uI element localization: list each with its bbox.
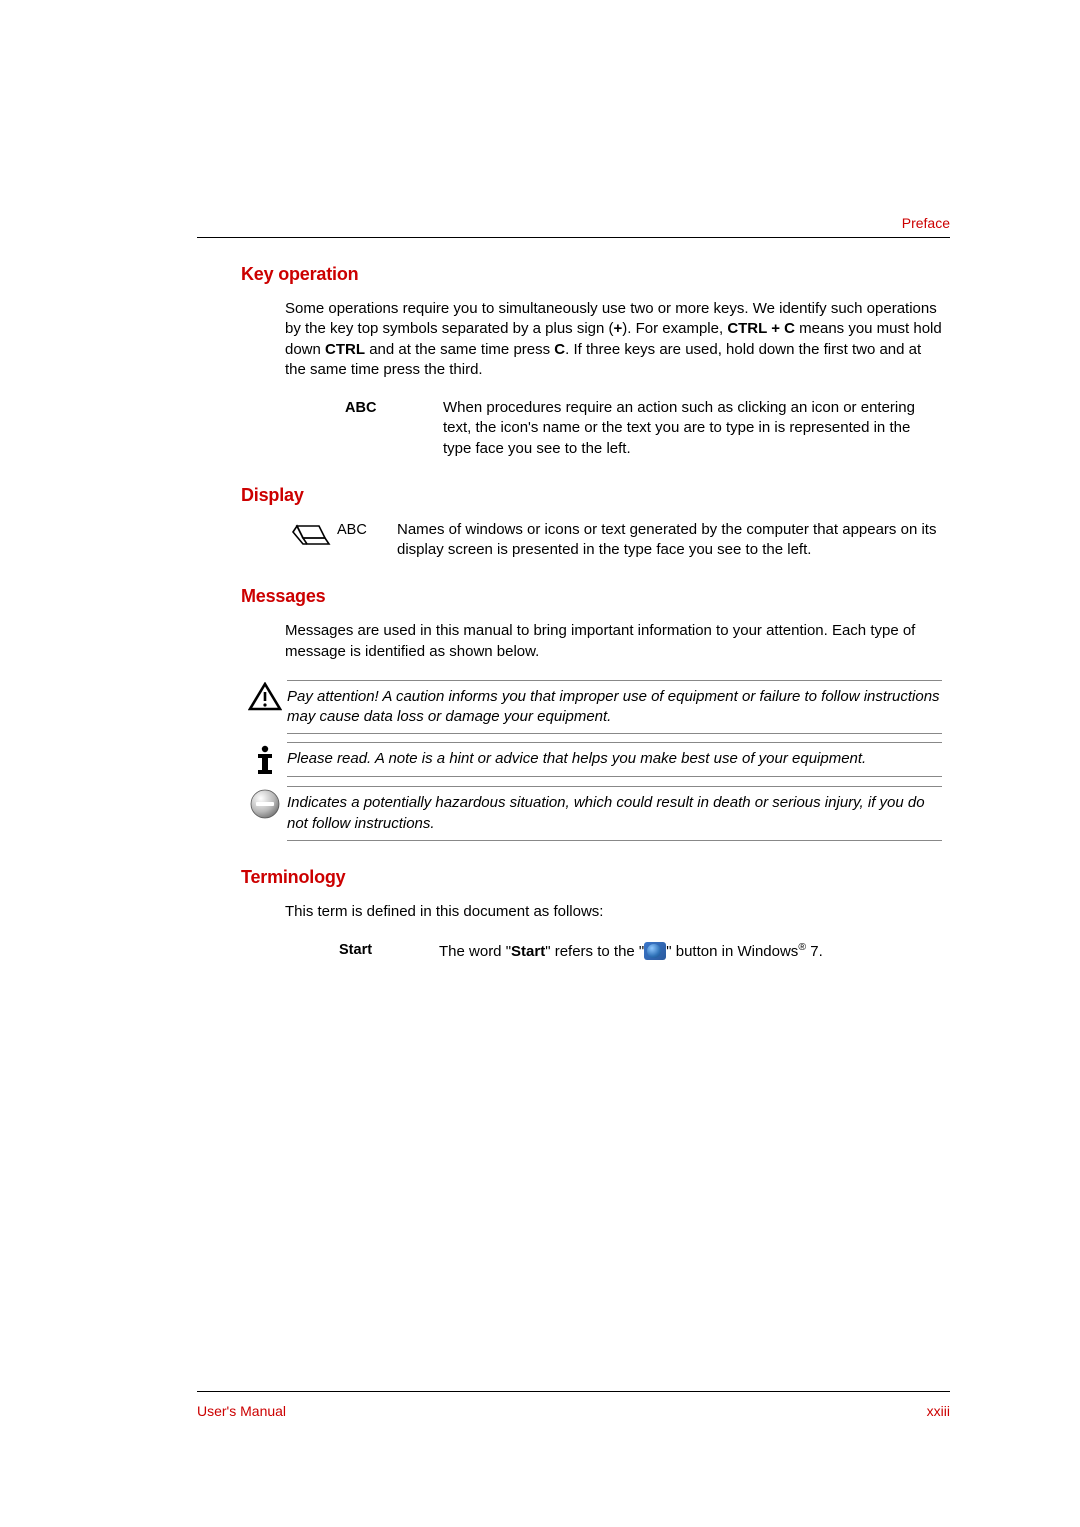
page-footer: User's Manual xxiii <box>197 1393 950 1419</box>
abc-bold-label: ABC <box>345 398 443 416</box>
message-note: Please read. A note is a hint or advice … <box>243 742 942 778</box>
heading-messages: Messages <box>241 586 950 607</box>
stop-disc-icon <box>243 786 287 820</box>
message-note-text: Please read. A note is a hint or advice … <box>287 742 942 776</box>
header-section-link: Preface <box>197 215 950 231</box>
key-operation-paragraph: Some operations require you to simultane… <box>285 299 942 380</box>
start-label: Start <box>339 940 439 958</box>
heading-key-operation: Key operation <box>241 264 950 285</box>
info-person-icon <box>243 742 287 778</box>
caution-triangle-icon <box>243 680 287 712</box>
heading-display: Display <box>241 485 950 506</box>
message-hazard: Indicates a potentially hazardous situat… <box>243 786 942 841</box>
key-operation-entry: ABC When procedures require an action su… <box>345 398 942 459</box>
laptop-icon <box>285 520 337 552</box>
abc-label: ABC <box>337 520 397 538</box>
message-caution: Pay attention! A caution informs you tha… <box>243 680 942 735</box>
terminology-entry: Start The word "Start" refers to the "" … <box>339 940 942 962</box>
display-entry: ABC Names of windows or icons or text ge… <box>285 520 942 561</box>
footer-rule <box>197 1391 950 1392</box>
message-hazard-text: Indicates a potentially hazardous situat… <box>287 786 942 841</box>
preface-link[interactable]: Preface <box>902 215 950 231</box>
header-rule <box>197 237 950 238</box>
footer-right: xxiii <box>927 1403 950 1419</box>
messages-intro: Messages are used in this manual to brin… <box>285 621 942 662</box>
terminology-intro: This term is defined in this document as… <box>285 902 942 922</box>
footer-left: User's Manual <box>197 1403 286 1419</box>
windows-start-orb-icon <box>644 942 666 960</box>
start-description: The word "Start" refers to the "" button… <box>439 940 942 962</box>
message-caution-text: Pay attention! A caution informs you tha… <box>287 680 942 735</box>
heading-terminology: Terminology <box>241 867 950 888</box>
abc-description: Names of windows or icons or text genera… <box>397 520 942 561</box>
abc-bold-description: When procedures require an action such a… <box>443 398 942 459</box>
page-content: Preface Key operation Some operations re… <box>197 215 950 1407</box>
